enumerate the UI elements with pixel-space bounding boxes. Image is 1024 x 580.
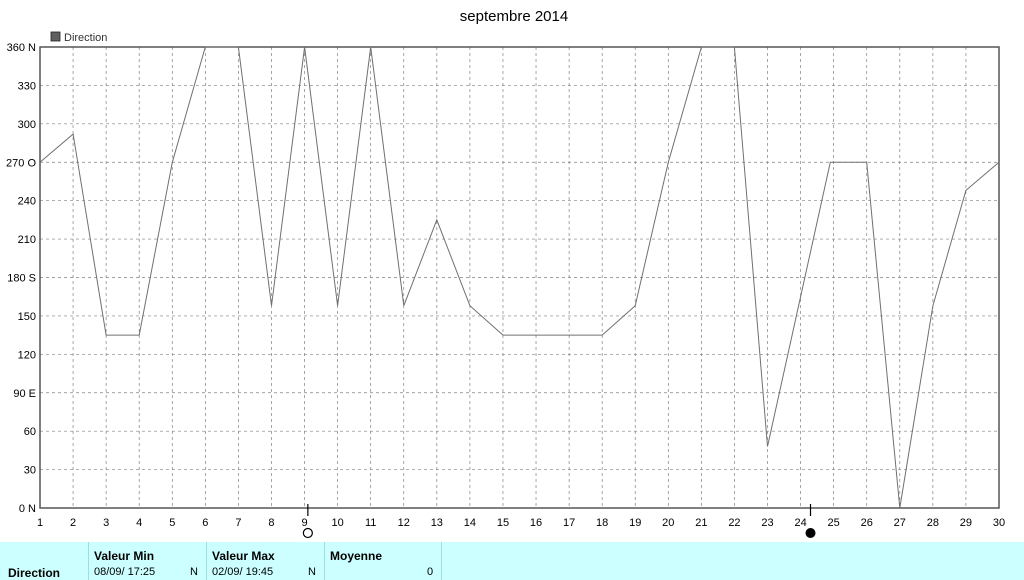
x-tick-label: 15 (497, 517, 509, 529)
stat-min-value: 08/09/ 17:25 (94, 566, 156, 578)
statistics-bar: Direction Valeur Min 08/09/ 17:25 N Vale… (0, 542, 1024, 580)
stats-row-label-cell: Direction (0, 542, 89, 580)
stat-min-header: Valeur Min (94, 549, 155, 563)
y-tick-label: 330 (18, 80, 36, 92)
x-tick-label: 24 (794, 517, 806, 529)
y-tick-label: 180 S (7, 273, 36, 285)
grid-lines (40, 47, 999, 508)
x-tick-label: 29 (960, 517, 972, 529)
stat-max-value: 02/09/ 19:45 (212, 566, 274, 578)
y-tick-label: 60 (24, 426, 36, 438)
legend-label: Direction (64, 32, 107, 44)
plot-frame (39, 46, 1000, 509)
x-tick-label: 21 (695, 517, 707, 529)
x-tick-label: 3 (103, 517, 109, 529)
y-tick-label: 120 (18, 349, 36, 361)
stat-max-header: Valeur Max (212, 549, 275, 563)
stat-mean-cell: Moyenne 0 (325, 542, 442, 580)
stat-mean-value: 0 (427, 566, 434, 578)
x-tick-label: 14 (464, 517, 476, 529)
x-tick-label: 20 (662, 517, 674, 529)
y-tick-label: 300 (18, 119, 36, 131)
x-tick-label: 23 (761, 517, 773, 529)
chart-title: septembre 2014 (460, 8, 568, 25)
y-tick-label: 240 (18, 196, 36, 208)
y-tick-label: 270 O (6, 157, 36, 169)
x-tick-label: 5 (169, 517, 175, 529)
x-tick-label: 6 (202, 517, 208, 529)
new-moon-icon (805, 528, 816, 538)
x-tick-label: 26 (861, 517, 873, 529)
y-tick-label: 150 (18, 311, 36, 323)
x-tick-label: 13 (431, 517, 443, 529)
x-tick-label: 8 (268, 517, 274, 529)
x-tick-label: 22 (728, 517, 740, 529)
x-tick-label: 10 (331, 517, 343, 529)
x-tick-label: 4 (136, 517, 142, 529)
x-tick-label: 11 (365, 517, 376, 529)
y-tick-label: 210 (18, 234, 36, 246)
stat-mean-header: Moyenne (330, 549, 383, 563)
y-tick-label: 360 N (7, 42, 36, 54)
stat-max-unit: N (308, 566, 316, 578)
stat-max-cell: Valeur Max 02/09/ 19:45 N (207, 542, 325, 580)
x-tick-label: 2 (70, 517, 76, 529)
moon-phase-markers (302, 504, 816, 539)
x-tick-label: 25 (828, 517, 840, 529)
y-tick-label: 90 E (13, 388, 36, 400)
y-tick-label: 30 (24, 465, 36, 477)
stats-row-label: Direction (8, 566, 61, 580)
x-tick-label: 7 (235, 517, 241, 529)
stat-min-unit: N (190, 566, 198, 578)
x-tick-label: 1 (37, 517, 43, 529)
x-tick-label: 18 (596, 517, 608, 529)
x-tick-label: 12 (398, 517, 410, 529)
x-tick-label: 16 (530, 517, 542, 529)
stat-min-cell: Valeur Min 08/09/ 17:25 N (89, 542, 207, 580)
y-tick-label: 0 N (19, 503, 36, 515)
x-tick-label: 19 (629, 517, 641, 529)
legend-swatch (50, 31, 61, 42)
series-line-direction (39, 46, 1000, 509)
x-tick-label: 28 (927, 517, 939, 529)
x-tick-label: 9 (301, 517, 307, 529)
x-tick-label: 30 (993, 517, 1005, 529)
full-moon-icon (302, 527, 313, 539)
x-tick-label: 17 (563, 517, 575, 529)
series-layer (39, 46, 1000, 509)
x-tick-label: 27 (894, 517, 906, 529)
